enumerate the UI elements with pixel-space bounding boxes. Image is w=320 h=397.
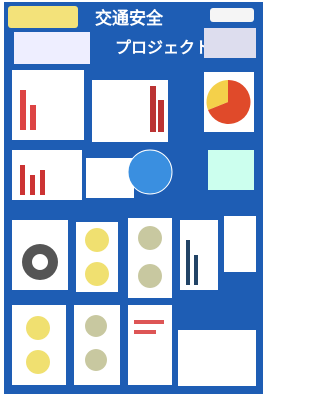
header-photo	[204, 28, 256, 58]
panel	[128, 305, 172, 385]
decor-bar	[134, 330, 156, 334]
panel	[224, 216, 256, 272]
decor-circle	[128, 150, 172, 194]
intro-note	[14, 32, 90, 64]
poster: 交通安全 プロジェクト	[0, 0, 267, 397]
decor-pie	[26, 316, 50, 340]
decor-bar	[40, 170, 45, 195]
title-line1: 交通安全	[95, 8, 164, 29]
decor-pie	[138, 264, 162, 288]
decor-bar	[194, 255, 198, 285]
panel	[208, 150, 254, 190]
decor-bar	[150, 86, 156, 132]
decor-pie	[85, 228, 109, 252]
decor-bar	[30, 175, 35, 195]
decor-bar	[186, 240, 190, 285]
panel	[92, 80, 168, 142]
decor-bar	[134, 320, 164, 324]
decor-pie	[85, 315, 107, 337]
header-tag	[210, 8, 254, 22]
decor-bar	[30, 105, 36, 130]
decor-pie	[26, 350, 50, 374]
decor-bar	[20, 165, 25, 195]
header-badge	[8, 6, 78, 28]
panel	[178, 330, 256, 386]
decor-pie	[138, 226, 162, 250]
decor-bar	[158, 100, 164, 132]
panel	[86, 158, 134, 198]
decor-pie	[85, 262, 109, 286]
page: {"title": {"line1": "交通安全", "line2": "プロ…	[0, 0, 267, 397]
decor-donut-hole	[32, 254, 48, 270]
panel	[180, 220, 218, 290]
row-1	[12, 70, 254, 142]
decor-bar	[20, 90, 26, 130]
title-line2: プロジェクト	[115, 38, 211, 57]
decor-pie	[85, 349, 107, 371]
